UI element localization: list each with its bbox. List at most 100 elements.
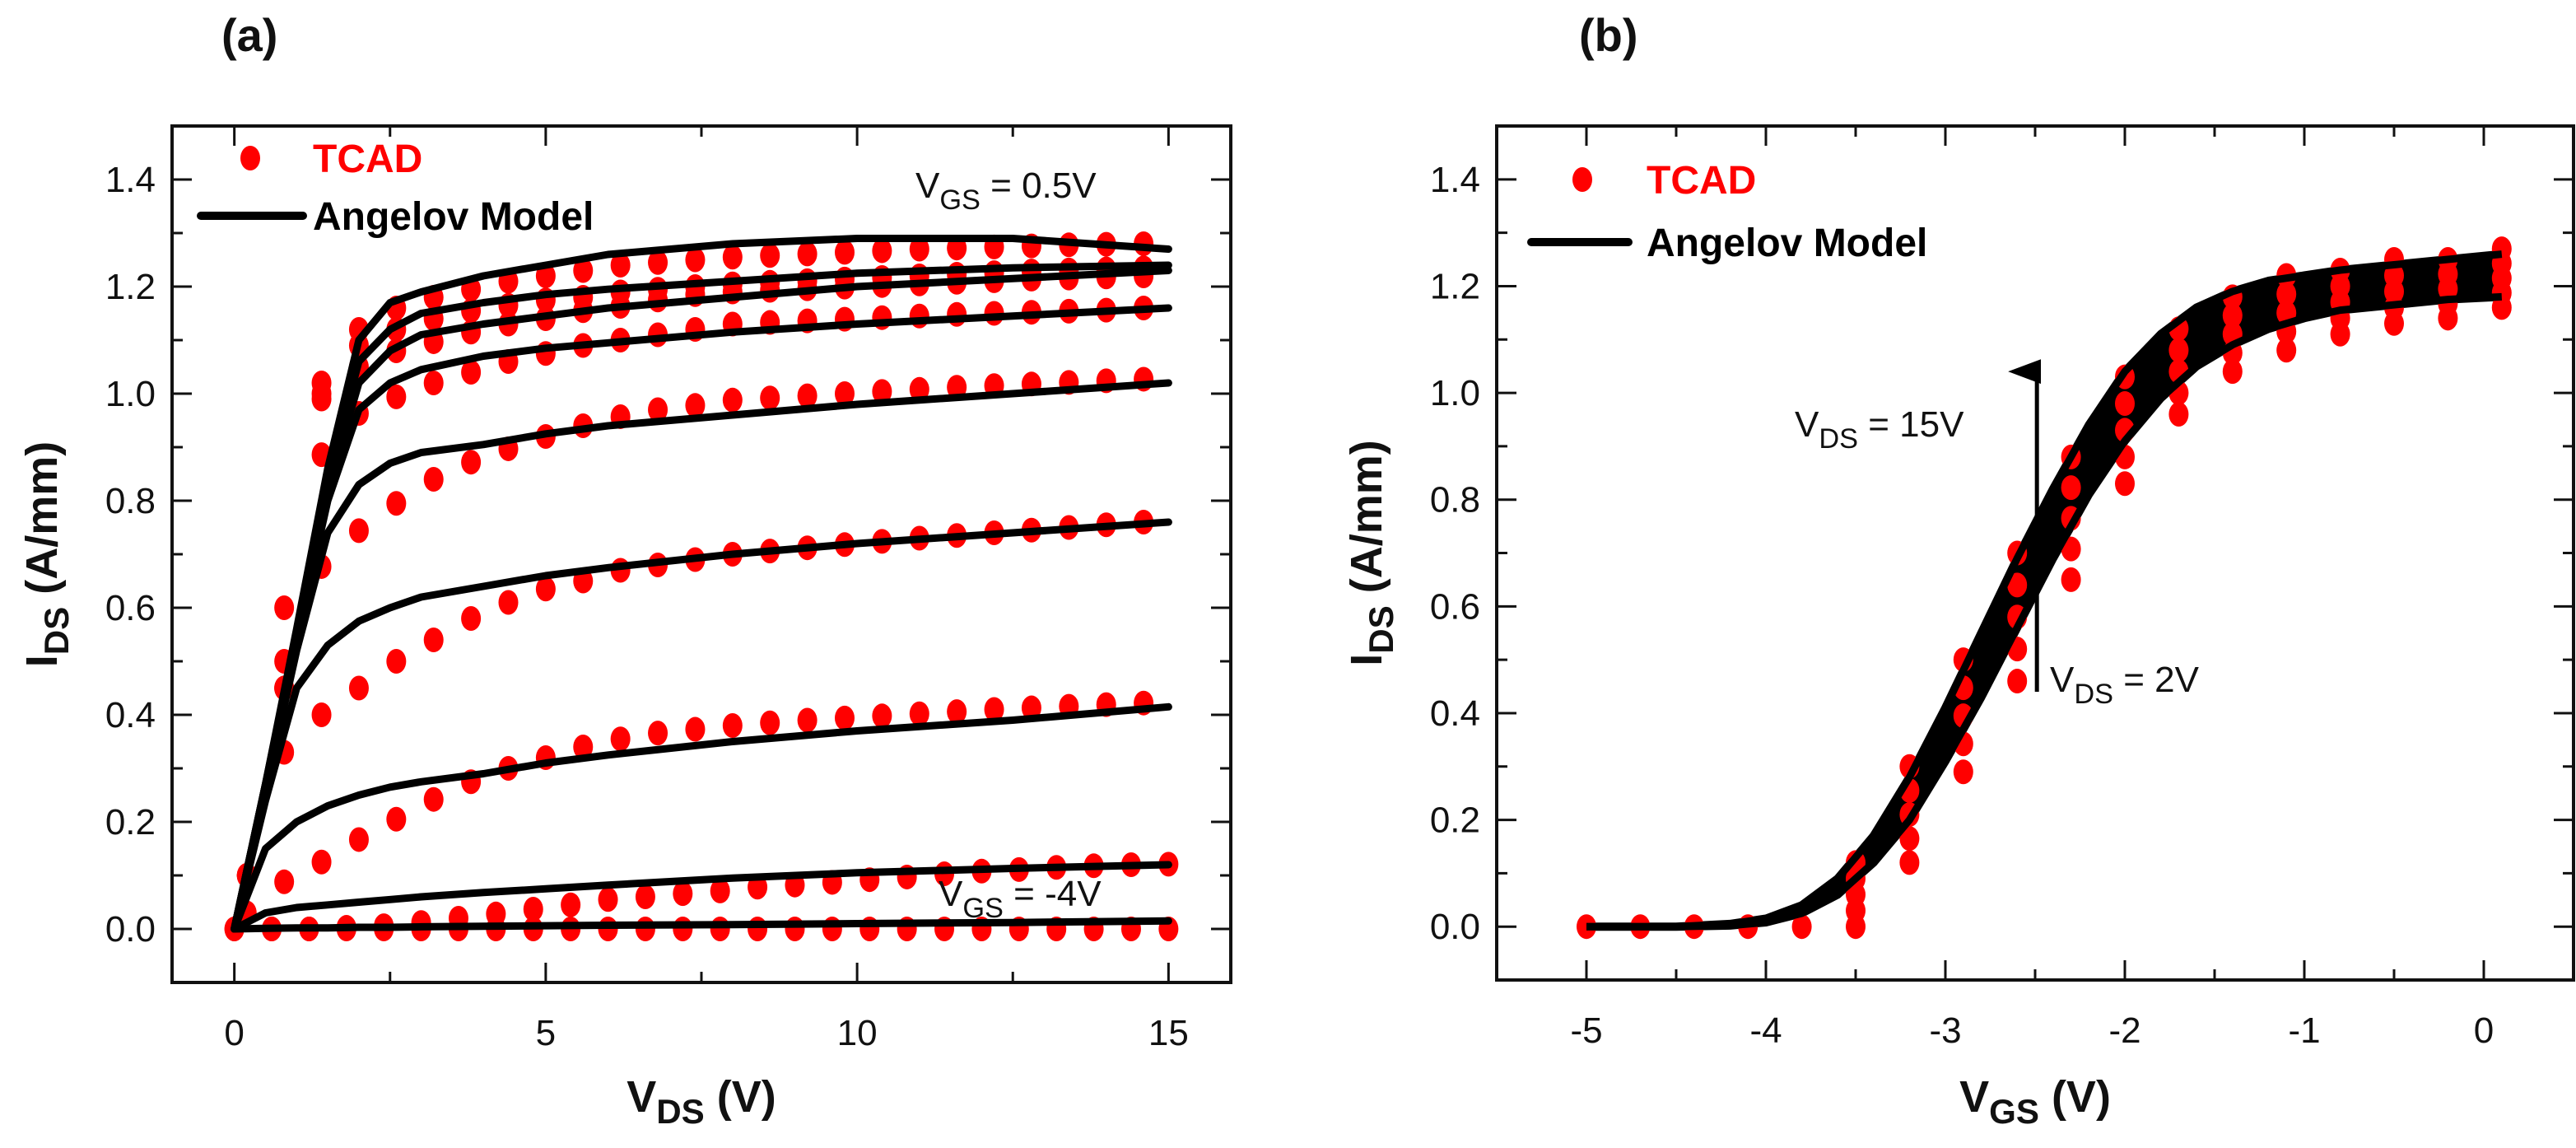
legend-model-label: Angelov Model [313,195,594,239]
tcad-point [348,675,369,701]
x-tick-label: 10 [837,1013,878,1053]
model-line [1586,250,2503,931]
x-axis-title-rest: (V) [2039,1072,2111,1122]
y-tick-label: 0.6 [105,588,156,628]
plot-area [1577,236,2512,940]
x-tick-label: 5 [536,1013,556,1053]
tcad-point [461,606,482,631]
annotation-vds-min-subscript: DS [2074,679,2113,710]
tcad-point [673,881,693,907]
legend: TCAD Angelov Model [1527,159,1927,265]
model-line [231,917,1172,933]
y-axis-title-subscript: DS [1362,605,1400,654]
tcad-point [2007,669,2028,694]
tcad-point [2168,338,2189,363]
y-tick-label: 0.0 [105,909,156,950]
tcad-point [523,896,543,922]
tcad-point [760,243,780,268]
tcad-point [348,518,369,544]
tcad-point [2115,391,2135,417]
tcad-point [386,491,407,516]
model-line [231,379,1172,933]
y-tick-label: 1.0 [105,374,156,414]
tcad-point [2007,572,2028,598]
tcad-point [2222,303,2243,329]
annotation-vgs-max-subscript: GS [939,184,981,216]
tcad-point [573,258,594,283]
tcad-point [598,887,618,912]
tcad-point [834,705,855,730]
legend-tcad-marker-icon [240,146,260,170]
y-tick-label: 0.4 [105,695,156,735]
tcad-point [1021,695,1041,721]
tcad-point [947,375,967,400]
y-axis-title-subscript: DS [37,607,76,656]
tcad-point [834,381,855,406]
tcad-point [785,917,805,941]
tcad-point [423,628,444,652]
legend-tcad-marker-icon [1572,167,1592,192]
annotation-vds-min: VDS = 2V [2050,660,2200,710]
tcad-point [2061,567,2081,592]
legend-tcad-label: TCAD [1647,159,1756,203]
annotation-vds-min-rest: = 2V [2113,660,2200,700]
tcad-point [274,595,295,620]
x-axis-title: VDS (V) [627,1072,776,1131]
tcad-point [834,240,855,265]
tcad-point [423,467,444,492]
y-tick-label: 0.2 [105,802,156,842]
x-tick-label: 15 [1148,1013,1189,1053]
annotation-vds-max-main: V [1795,404,1819,445]
tcad-point [673,917,693,941]
panel-label: (b) [1579,9,1638,61]
model-band [1582,250,2506,931]
y-axis-title-rest: (A/mm) [1342,440,1391,605]
y-tick-label: 1.4 [105,160,156,200]
tcad-point [685,716,706,742]
y-tick-label: 0.8 [1430,480,1480,520]
x-axis-title-main: V [627,1072,656,1122]
tcad-point [2115,471,2135,497]
tcad-point [872,703,892,729]
annotation-vds-min-main: V [2050,660,2075,700]
annotation-vgs-min-main: V [939,874,963,914]
x-axis-title-subscript: GS [1989,1092,2039,1131]
tcad-point [797,241,818,267]
x-tick-label: 0 [2474,1010,2494,1051]
y-tick-label: 1.2 [105,267,156,307]
tcad-point [685,393,706,418]
tcad-point [722,387,743,413]
tcad-point [423,786,444,812]
tcad-point [2061,536,2081,562]
tcad-point [648,721,668,746]
tcad-point [1791,914,1812,940]
tcad-point [423,371,444,395]
legend-tcad-label: TCAD [313,138,422,181]
x-tick-label: -5 [1570,1010,1602,1051]
tcad-point [1899,826,1920,852]
legend-model-label: Angelov Model [1647,222,1927,265]
x-tick-label: -1 [2288,1010,2320,1051]
x-axis-title: VGS (V) [1959,1072,2111,1131]
model-line [231,861,1172,933]
tcad-point [748,875,768,900]
tcad-point [947,699,967,725]
y-tick-label: 0.8 [105,481,156,521]
y-tick-label: 0.2 [1430,800,1480,841]
tcad-point [311,702,332,727]
tcad-point [797,383,818,408]
tcad-point [748,917,768,941]
tcad-point [2222,359,2243,385]
tcad-point [573,735,594,759]
tcad-point [760,710,780,735]
annotation-vgs-max-main: V [915,166,940,206]
x-tick-label: -2 [2108,1010,2140,1051]
x-axis-title-subscript: DS [656,1092,705,1131]
model-line [1586,292,2503,931]
tcad-point [1899,850,1920,875]
tcad-point [311,386,332,412]
annotation-vds-max-rest: = 15V [1858,404,1964,445]
